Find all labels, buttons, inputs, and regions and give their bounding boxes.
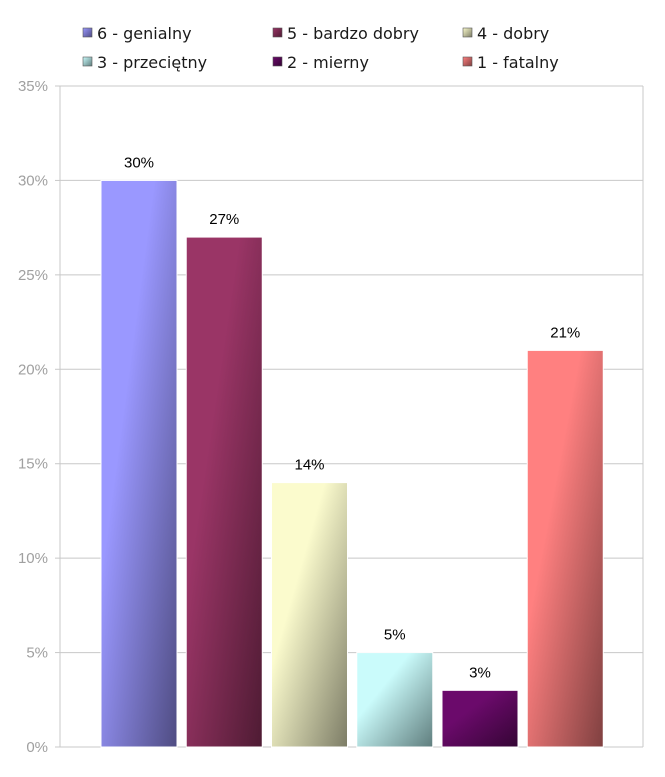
data-label: 27% bbox=[209, 211, 239, 228]
legend-swatch bbox=[82, 56, 93, 67]
legend-item: 6 - genialny bbox=[82, 24, 192, 43]
legend-label: 3 - przeciętny bbox=[97, 53, 207, 72]
plot-area: 0% 5% 10% 15% 20% 25% 30% 35% 30% 27% 14% 5% 3% 21% bbox=[18, 78, 644, 756]
legend-label: 5 - bardzo dobry bbox=[287, 24, 419, 43]
legend-swatch bbox=[272, 27, 283, 38]
y-tick-label: 0% bbox=[26, 739, 48, 756]
bar bbox=[271, 482, 348, 748]
data-label: 21% bbox=[550, 324, 580, 341]
data-label: 3% bbox=[469, 664, 491, 681]
bar bbox=[356, 652, 434, 748]
bar bbox=[526, 349, 604, 748]
bar bbox=[100, 179, 178, 748]
data-label: 14% bbox=[294, 457, 324, 474]
y-tick-label: 20% bbox=[18, 361, 48, 378]
legend-item: 4 - dobry bbox=[462, 24, 549, 43]
y-tick-label: 15% bbox=[18, 456, 48, 473]
y-tick-label: 35% bbox=[18, 78, 48, 95]
legend-item: 2 - mierny bbox=[272, 53, 369, 72]
legend-swatch bbox=[82, 27, 93, 38]
legend-swatch bbox=[462, 56, 473, 67]
data-label: 5% bbox=[384, 627, 406, 644]
legend-item: 5 - bardzo dobry bbox=[272, 24, 419, 43]
y-tick-label: 5% bbox=[26, 645, 48, 662]
data-label: 30% bbox=[124, 154, 154, 171]
legend-label: 1 - fatalny bbox=[477, 53, 559, 72]
legend-item: 1 - fatalny bbox=[462, 53, 559, 72]
legend-label: 6 - genialny bbox=[97, 24, 192, 43]
legend-swatch bbox=[462, 27, 473, 38]
y-tick-label: 10% bbox=[18, 550, 48, 567]
y-tick-label: 30% bbox=[18, 172, 48, 189]
bar bbox=[441, 689, 519, 748]
legend-label: 4 - dobry bbox=[477, 24, 549, 43]
bar bbox=[185, 236, 263, 748]
legend-label: 2 - mierny bbox=[287, 53, 369, 72]
legend-swatch bbox=[272, 56, 283, 67]
y-tick-label: 25% bbox=[18, 267, 48, 284]
legend-item: 3 - przeciętny bbox=[82, 53, 207, 72]
legend: 6 - genialny 5 - bardzo dobry 4 - dobry 3 -… bbox=[82, 24, 559, 72]
